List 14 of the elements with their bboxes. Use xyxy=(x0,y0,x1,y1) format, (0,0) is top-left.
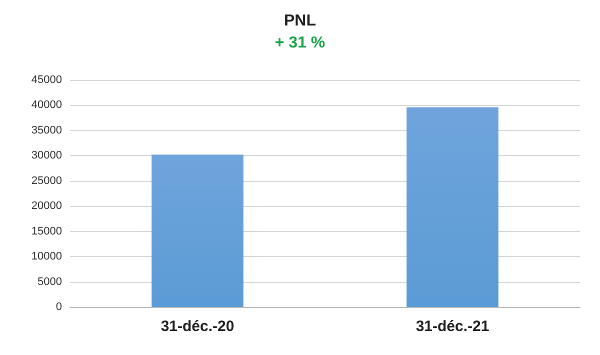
y-tick-label: 30000 xyxy=(31,150,62,162)
chart-subtitle: + 31 % xyxy=(274,34,326,52)
y-tick-label: 40000 xyxy=(31,99,62,112)
y-tick-label: 15000 xyxy=(31,225,62,238)
y-tick-label: 10000 xyxy=(31,250,62,263)
y-tick-label: 35000 xyxy=(31,124,62,136)
y-tick-label: 5000 xyxy=(38,276,62,288)
x-tick-label: 31-déc.-21 xyxy=(416,318,490,335)
y-tick-label: 20000 xyxy=(31,200,62,212)
y-tick-label: 45000 xyxy=(31,74,62,86)
y-tick-label: 25000 xyxy=(31,174,62,187)
chart-title: PNL xyxy=(284,12,316,30)
x-tick-label: 31-déc.-20 xyxy=(160,318,234,335)
y-tick-label: 0 xyxy=(56,301,62,313)
